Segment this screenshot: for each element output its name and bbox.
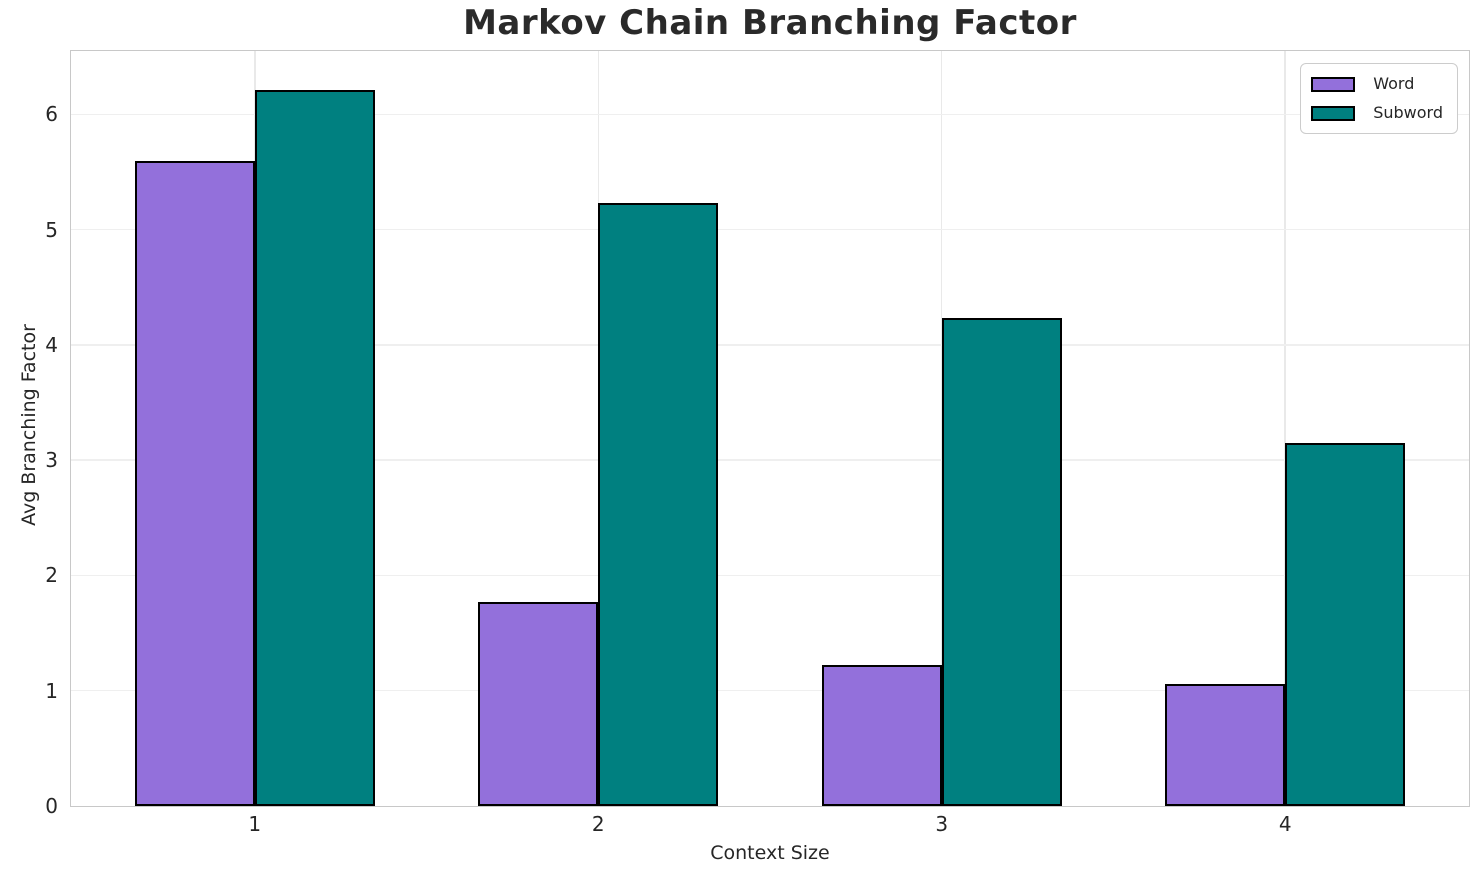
grid-line-horizontal-1 [71,689,1469,692]
y-tick-label-4: 4 [45,332,58,357]
grid-line-vertical-4 [1284,51,1286,806]
x-tick-label-2: 2 [591,812,605,836]
legend-label-subword: Subword [1373,103,1443,122]
y-tick-label-5: 5 [45,217,58,242]
legend-item-word: Word [1311,74,1443,94]
bar-word-1 [134,160,255,806]
grid-line-horizontal-5 [71,228,1469,231]
chart-title: Markov Chain Branching Factor [463,3,1077,43]
bar-subword-2 [598,203,719,806]
x-tick-label-1: 1 [248,812,262,836]
bar-word-4 [1165,683,1286,806]
y-tick-label-0: 0 [45,794,58,818]
bar-subword-1 [254,90,375,806]
bar-word-2 [478,601,599,806]
legend-item-subword: Subword [1311,103,1443,123]
grid-line-horizontal-4 [71,344,1469,346]
legend-swatch-subword [1311,105,1356,121]
y-tick-label-1: 1 [45,678,58,703]
grid-line-horizontal-2 [71,574,1469,577]
x-axis-label: Context Size [710,842,830,864]
x-tick-label-3: 3 [935,812,949,836]
legend: Word Subword [1300,63,1458,134]
y-axis-label: Avg Branching Factor [18,324,40,526]
y-tick-label-6: 6 [45,102,58,127]
legend-label-word: Word [1373,74,1415,93]
bar-word-3 [821,665,942,806]
y-tick-label-2: 2 [45,563,58,588]
plot-area: Word Subword [70,50,1470,807]
grid-line-horizontal-3 [71,459,1469,461]
x-tick-label-4: 4 [1278,812,1292,836]
bar-subword-4 [1285,442,1406,806]
bar-subword-3 [941,318,1062,806]
y-tick-label-3: 3 [45,448,58,473]
grid-line-horizontal-6 [71,113,1469,116]
legend-swatch-word [1311,76,1356,92]
